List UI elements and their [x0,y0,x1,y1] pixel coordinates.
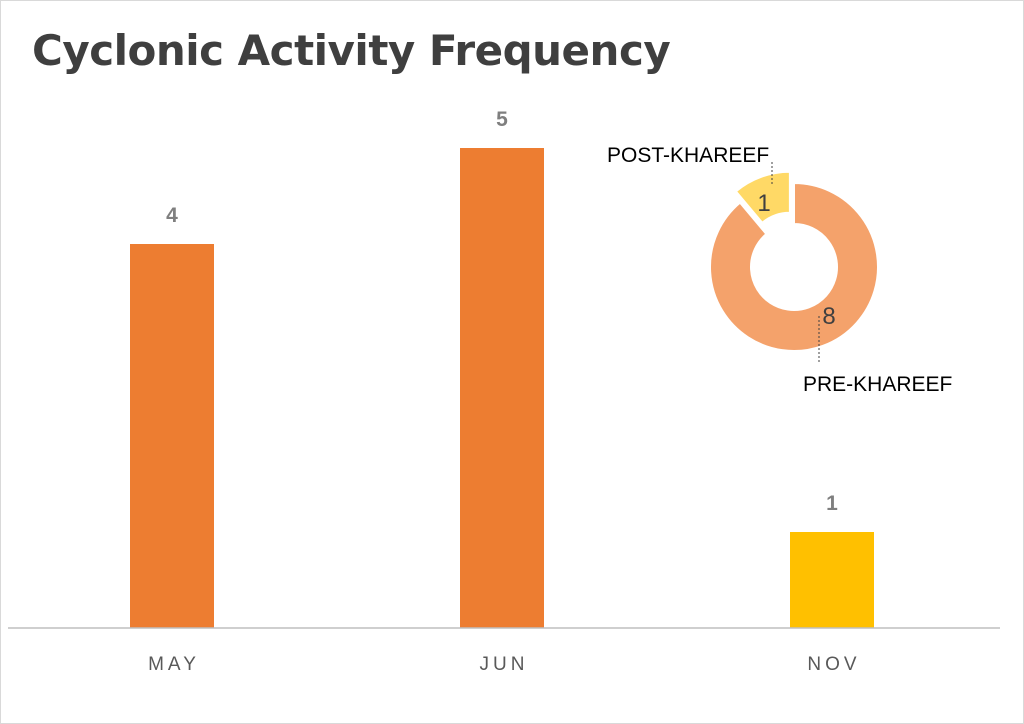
donut-chart: 8 1 PRE-KHAREEF POST-KHAREEF [607,144,952,396]
bar-jun [460,148,544,628]
bar-chart: 4 MAY 5 JUN 1 NOV [130,108,874,675]
donut-category-label: PRE-KHAREEF [803,373,952,396]
bar-value-label: 4 [166,204,178,227]
donut-slice-post-khareef [734,170,791,225]
bar-may [130,244,214,628]
donut-value-label: 8 [822,303,835,330]
bar-value-label: 1 [826,492,838,515]
donut-slice-pre-khareef [709,181,879,352]
donut-value-label: 1 [757,190,770,217]
donut-category-label: POST-KHAREEF [607,144,769,167]
category-label: JUN [480,654,529,675]
category-label: MAY [148,654,200,675]
bar-value-label: 5 [496,108,508,131]
chart-title: Cyclonic Activity Frequency [32,26,671,75]
category-label: NOV [807,654,860,675]
bar-nov [790,532,874,628]
